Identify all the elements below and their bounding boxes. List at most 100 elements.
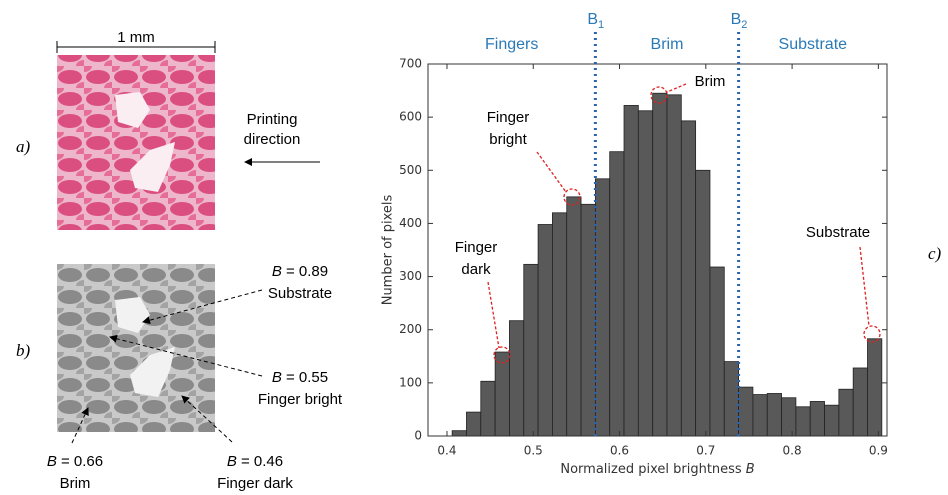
bar — [537, 224, 553, 437]
boundary-label: B2 — [731, 11, 748, 31]
panel-label: a) — [16, 137, 31, 156]
y-axis-label: Number of pixels — [381, 194, 396, 305]
bar — [566, 196, 582, 437]
label: B — [731, 11, 742, 28]
bar — [680, 120, 697, 437]
symbol: B — [227, 453, 237, 470]
pointer — [181, 395, 233, 443]
annotation-line — [666, 83, 687, 93]
bar — [609, 151, 625, 437]
bar — [652, 92, 668, 437]
bar — [480, 380, 496, 437]
bright-region — [115, 297, 175, 397]
annotation-line — [859, 246, 870, 327]
bar — [852, 367, 868, 437]
y-tick-label: 400 — [399, 216, 422, 230]
region-name: Finger dark — [217, 475, 293, 492]
direction-label: Printing — [247, 111, 298, 128]
annotation: bright — [489, 131, 527, 148]
value-annotation: B = 0.66 — [47, 453, 103, 470]
bar — [867, 338, 883, 437]
y-tick-label: 700 — [399, 57, 422, 71]
value: = 0.46 — [241, 453, 283, 470]
symbol: B — [272, 369, 282, 386]
x-tick-label: 0.8 — [783, 444, 802, 458]
y-tick-label: 600 — [399, 110, 422, 124]
annotation-line — [536, 151, 567, 193]
direction-label: direction — [244, 131, 301, 148]
value-annotation: B = 0.89 — [272, 263, 328, 280]
bar — [809, 401, 825, 437]
x-axis-label: Normalized pixel brightness B — [560, 462, 754, 477]
region-label: Substrate — [779, 36, 848, 53]
annotation-circle — [863, 325, 881, 343]
axes-box — [427, 63, 888, 437]
value: = 0.89 — [286, 263, 328, 280]
bar — [709, 266, 725, 437]
bar — [795, 406, 811, 437]
bar — [695, 169, 711, 437]
symbol: B — [272, 263, 282, 280]
region-label: Fingers — [485, 36, 538, 53]
y-tick-label: 100 — [399, 375, 422, 389]
print-image — [57, 55, 215, 230]
annotation: Finger — [487, 109, 530, 126]
bar — [838, 388, 854, 437]
symbol: B — [746, 462, 755, 477]
symbol: B — [47, 453, 57, 470]
bar — [752, 394, 768, 437]
bar — [552, 212, 568, 437]
scale-label: 1 mm — [117, 29, 155, 46]
annotation: Brim — [695, 73, 726, 90]
x-tick-label: 0.7 — [696, 444, 715, 458]
annotation: Finger — [455, 239, 498, 256]
bar — [451, 430, 467, 437]
x-tick-label: 0.5 — [524, 444, 543, 458]
region-label: Brim — [651, 36, 684, 53]
pointer — [109, 334, 263, 377]
bar — [623, 105, 639, 437]
bar — [580, 203, 596, 437]
region-name: Brim — [60, 475, 91, 492]
label: Normalized pixel brightness — [560, 462, 742, 477]
bar — [781, 397, 797, 437]
bar — [738, 386, 754, 437]
panel-label: b) — [16, 341, 31, 360]
bar — [824, 404, 840, 437]
bar — [466, 411, 482, 437]
value: = 0.55 — [286, 369, 328, 386]
x-tick-label: 0.6 — [610, 444, 629, 458]
bar — [594, 178, 611, 437]
annotation: dark — [461, 261, 491, 278]
label: B — [587, 11, 598, 28]
bar — [494, 351, 510, 437]
x-tick-label: 0.9 — [869, 444, 888, 458]
gray-image — [57, 264, 215, 432]
region-name: Substrate — [268, 285, 332, 302]
annotation-line — [487, 281, 500, 349]
bar — [509, 320, 525, 437]
value: = 0.66 — [61, 453, 103, 470]
subscript: 2 — [741, 19, 747, 31]
annotation-circle — [493, 346, 511, 364]
bar — [723, 361, 740, 437]
bar — [523, 263, 539, 437]
region-name: Finger bright — [258, 391, 343, 408]
value-annotation: B = 0.55 — [272, 369, 328, 386]
boundary-label: B1 — [587, 11, 604, 31]
y-tick-label: 200 — [399, 322, 422, 336]
bright-region — [115, 92, 175, 192]
bar — [666, 94, 682, 437]
panel-label: c) — [928, 244, 942, 263]
annotation: Substrate — [806, 224, 870, 241]
value-annotation: B = 0.46 — [227, 453, 283, 470]
annotation-circle — [563, 188, 581, 206]
bar — [766, 393, 782, 437]
x-tick-label: 0.4 — [437, 444, 456, 458]
bar — [637, 110, 654, 437]
annotation-circle — [650, 86, 668, 104]
y-tick-label: 500 — [399, 163, 422, 177]
subscript: 1 — [598, 19, 604, 31]
y-tick-label: 0 — [414, 429, 422, 443]
